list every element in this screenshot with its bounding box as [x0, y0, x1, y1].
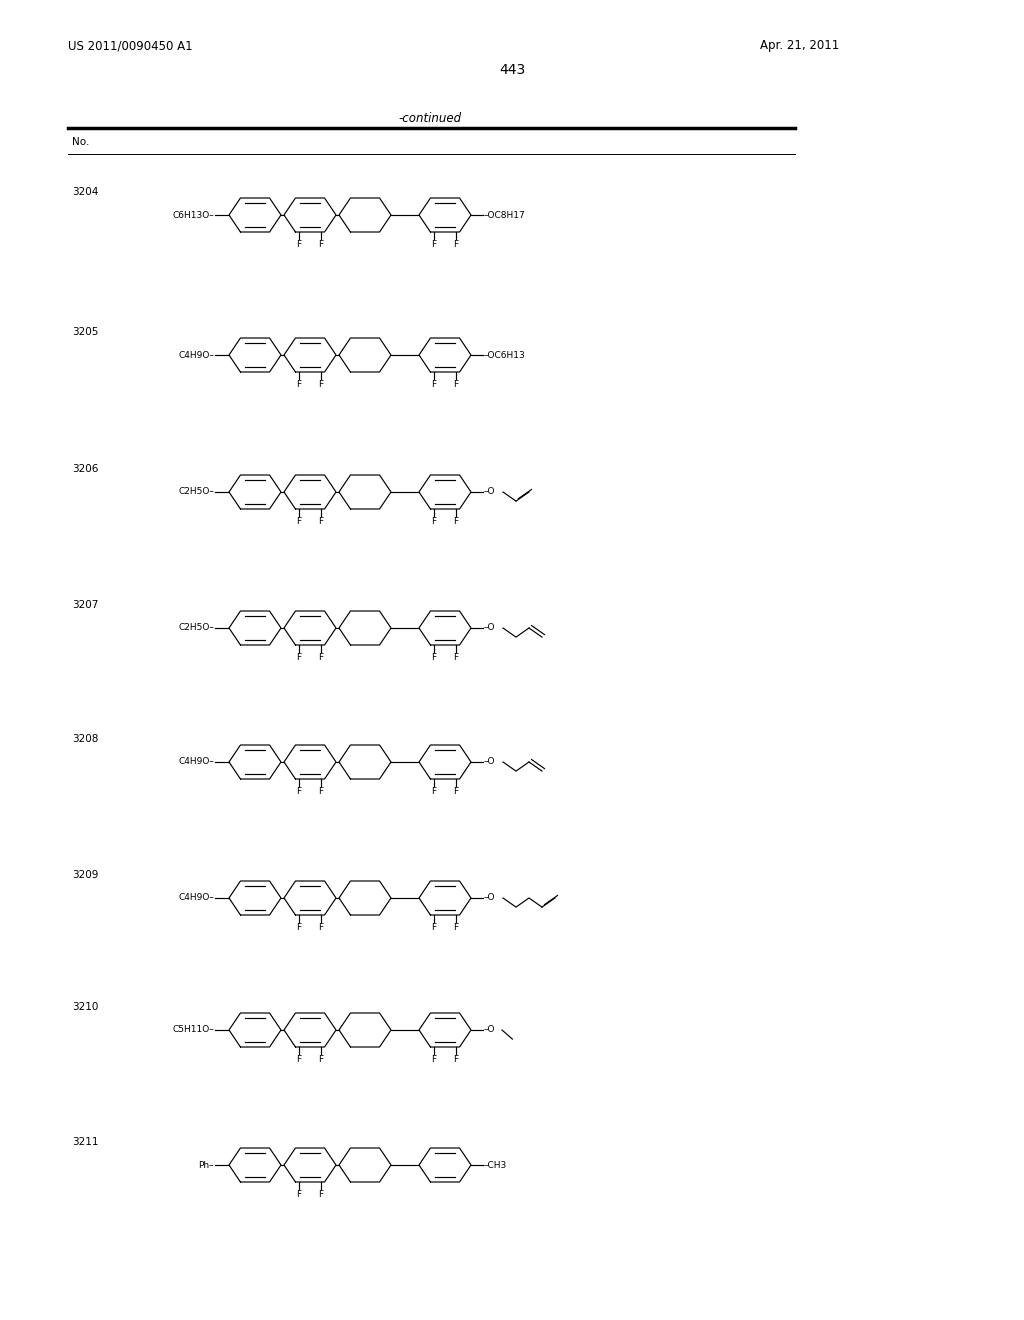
Text: –O: –O — [484, 487, 496, 496]
Text: F: F — [318, 787, 324, 796]
Text: F: F — [431, 380, 436, 389]
Text: C4H9O–: C4H9O– — [178, 758, 214, 767]
Text: F: F — [454, 380, 459, 389]
Text: F: F — [431, 240, 436, 249]
Text: –OC8H17: –OC8H17 — [484, 210, 525, 219]
Text: F: F — [296, 787, 301, 796]
Text: –O: –O — [484, 758, 496, 767]
Text: F: F — [296, 1055, 301, 1064]
Text: –O: –O — [484, 894, 496, 903]
Text: -continued: -continued — [398, 111, 462, 124]
Text: F: F — [318, 517, 324, 525]
Text: F: F — [318, 380, 324, 389]
Text: F: F — [318, 1191, 324, 1199]
Text: C4H9O–: C4H9O– — [178, 894, 214, 903]
Text: 3205: 3205 — [72, 327, 98, 337]
Text: F: F — [296, 1191, 301, 1199]
Text: –O: –O — [484, 1026, 496, 1035]
Text: F: F — [318, 653, 324, 663]
Text: –CH3: –CH3 — [484, 1160, 507, 1170]
Text: Ph–: Ph– — [199, 1160, 214, 1170]
Text: 443: 443 — [499, 63, 525, 77]
Text: F: F — [296, 380, 301, 389]
Text: 3209: 3209 — [72, 870, 98, 880]
Text: 3204: 3204 — [72, 187, 98, 197]
Text: F: F — [431, 787, 436, 796]
Text: F: F — [296, 240, 301, 249]
Text: C6H13O–: C6H13O– — [172, 210, 214, 219]
Text: F: F — [431, 923, 436, 932]
Text: C5H11O–: C5H11O– — [172, 1026, 214, 1035]
Text: F: F — [318, 240, 324, 249]
Text: –O: –O — [484, 623, 496, 632]
Text: Apr. 21, 2011: Apr. 21, 2011 — [760, 40, 840, 53]
Text: 3207: 3207 — [72, 601, 98, 610]
Text: C2H5O–: C2H5O– — [178, 487, 214, 496]
Text: 3210: 3210 — [72, 1002, 98, 1012]
Text: C4H9O–: C4H9O– — [178, 351, 214, 359]
Text: F: F — [454, 517, 459, 525]
Text: F: F — [454, 240, 459, 249]
Text: F: F — [454, 1055, 459, 1064]
Text: F: F — [431, 517, 436, 525]
Text: F: F — [431, 1055, 436, 1064]
Text: 3211: 3211 — [72, 1137, 98, 1147]
Text: F: F — [296, 923, 301, 932]
Text: US 2011/0090450 A1: US 2011/0090450 A1 — [68, 40, 193, 53]
Text: F: F — [431, 653, 436, 663]
Text: 3206: 3206 — [72, 465, 98, 474]
Text: –OC6H13: –OC6H13 — [484, 351, 525, 359]
Text: F: F — [296, 653, 301, 663]
Text: F: F — [296, 517, 301, 525]
Text: No.: No. — [72, 137, 89, 147]
Text: F: F — [454, 653, 459, 663]
Text: 3208: 3208 — [72, 734, 98, 744]
Text: F: F — [454, 787, 459, 796]
Text: F: F — [318, 1055, 324, 1064]
Text: C2H5O–: C2H5O– — [178, 623, 214, 632]
Text: F: F — [318, 923, 324, 932]
Text: F: F — [454, 923, 459, 932]
